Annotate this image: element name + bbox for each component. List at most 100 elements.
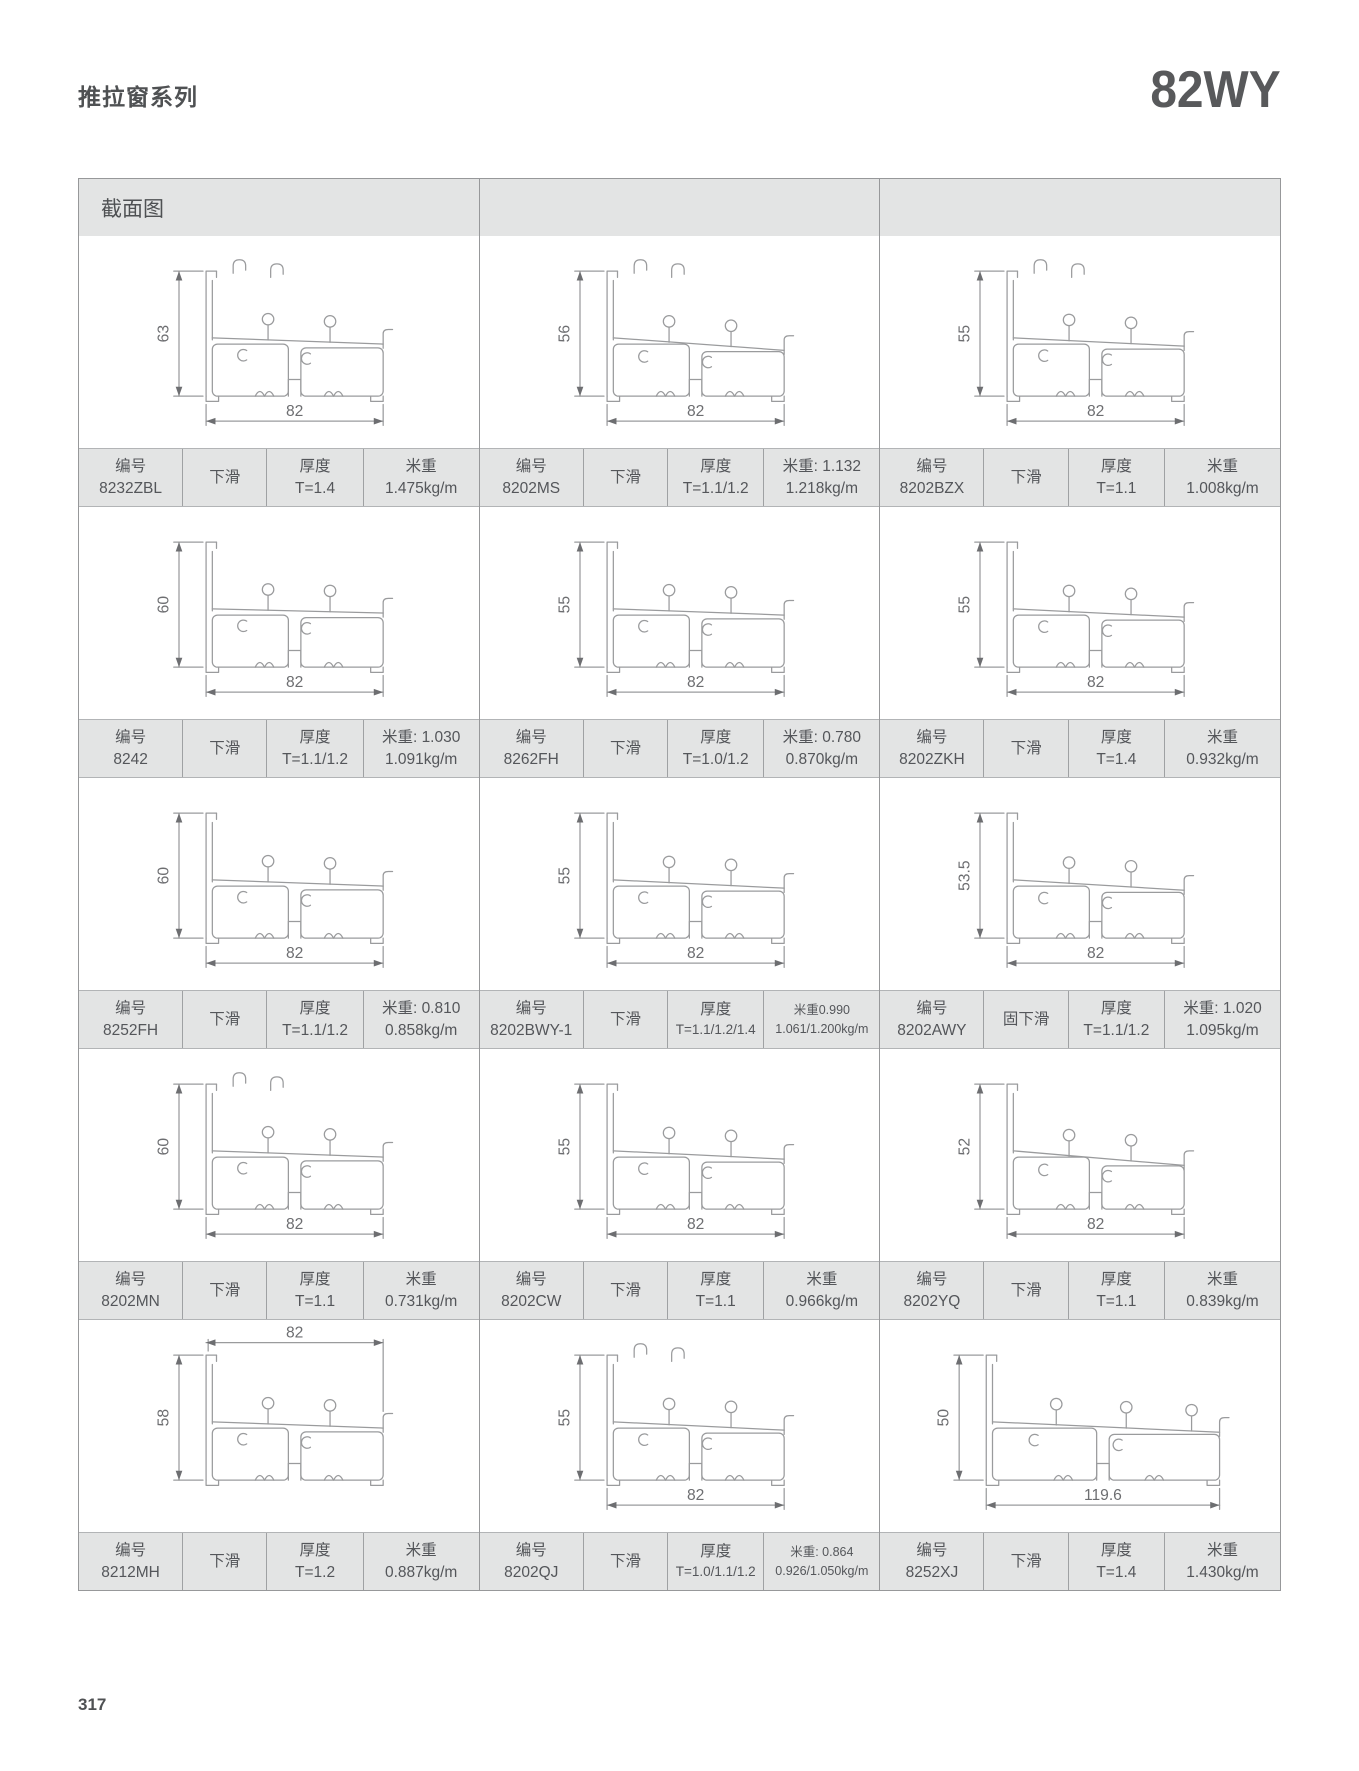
code-label: 编号 bbox=[515, 457, 547, 475]
profile-drawing: 50 119.6 bbox=[880, 1320, 1280, 1532]
cross-section-svg: 55 82 bbox=[957, 541, 1195, 697]
height-dim-label: 60 bbox=[155, 1138, 172, 1156]
height-dim-label: 58 bbox=[155, 1409, 172, 1426]
code-value: 8202BZX bbox=[899, 479, 965, 497]
thickness-label: 厚度 bbox=[700, 1001, 732, 1019]
type-value: 下滑 bbox=[609, 468, 641, 486]
spec-type-cell: 下滑 bbox=[182, 1533, 266, 1590]
spec-type-cell: 下滑 bbox=[582, 1262, 667, 1319]
weight-line2: 1.430kg/m bbox=[1186, 1563, 1259, 1581]
profile-cell: 63 82 编号 8232ZBL 下滑 厚度 T=1.4 米重 1.475kg/m bbox=[79, 236, 479, 507]
profile-cell: 58 82 编号 8212MH 下滑 厚度 T=1.2 米重 0.887kg/m bbox=[79, 1320, 479, 1590]
width-dim-label: 82 bbox=[1087, 403, 1104, 420]
weight-line1: 米重: 0.780 bbox=[782, 728, 862, 746]
thickness-label: 厚度 bbox=[1100, 1541, 1132, 1559]
code-label: 编号 bbox=[115, 1270, 147, 1288]
spec-code-cell: 编号 8202ZKH bbox=[880, 720, 983, 777]
code-value: 8232ZBL bbox=[99, 479, 163, 497]
cross-section-svg: 56 82 bbox=[556, 259, 794, 426]
spec-code-cell: 编号 8202BWY-1 bbox=[480, 991, 583, 1048]
code-label: 编号 bbox=[916, 1270, 948, 1288]
height-dim-label: 55 bbox=[556, 596, 573, 614]
weight-line1: 米重 bbox=[1206, 728, 1238, 746]
profile-drawing: 55 82 bbox=[480, 778, 880, 990]
weight-line2: 0.966kg/m bbox=[785, 1292, 859, 1310]
thickness-label: 厚度 bbox=[299, 999, 331, 1017]
type-value: 下滑 bbox=[609, 1010, 641, 1028]
spec-code-cell: 编号 8202BZX bbox=[880, 449, 983, 506]
weight-line2: 1.095kg/m bbox=[1186, 1021, 1259, 1039]
spec-type-cell: 固下滑 bbox=[983, 991, 1067, 1048]
profile-drawing: 58 82 bbox=[79, 1320, 479, 1532]
width-dim-label: 82 bbox=[686, 1487, 703, 1504]
spec-weight-cell: 米重: 0.864 0.926/1.050kg/m bbox=[763, 1533, 879, 1590]
spec-thickness-cell: 厚度 T=1.1/1.2/1.4 bbox=[667, 991, 763, 1048]
thickness-value: T=1.0/1.2 bbox=[682, 750, 749, 768]
page-header: 推拉窗系列 82WY bbox=[78, 64, 1281, 116]
profile-cell: 55 82 编号 8202ZKH 下滑 厚度 T=1.4 米重 0.932kg/m bbox=[879, 507, 1281, 778]
code-label: 编号 bbox=[515, 1541, 547, 1559]
thickness-value: T=1.1 bbox=[695, 1292, 736, 1310]
height-dim-label: 50 bbox=[936, 1409, 953, 1427]
spec-type-cell: 下滑 bbox=[182, 1262, 266, 1319]
profile-cell: 60 82 编号 8202MN 下滑 厚度 T=1.1 米重 0.731kg/m bbox=[79, 1049, 479, 1320]
width-dim-label: 119.6 bbox=[1084, 1487, 1122, 1504]
spec-strip: 编号 8202MN 下滑 厚度 T=1.1 米重 0.731kg/m bbox=[79, 1261, 479, 1320]
spec-thickness-cell: 厚度 T=1.1 bbox=[1067, 1262, 1164, 1319]
profile-drawing: 60 82 bbox=[79, 507, 479, 719]
profile-cell: 55 82 编号 8202BZX 下滑 厚度 T=1.1 米重 1.008kg/m bbox=[879, 236, 1281, 507]
height-dim-label: 60 bbox=[155, 596, 172, 614]
profile-cell: 50 119.6 编号 8252XJ 下滑 厚度 T=1.4 米重 1.430kg… bbox=[879, 1320, 1281, 1590]
thickness-value: T=1.0/1.1/1.2 bbox=[675, 1563, 756, 1579]
spec-weight-cell: 米重 1.008kg/m bbox=[1163, 449, 1280, 506]
spec-weight-cell: 米重: 1.030 1.091kg/m bbox=[362, 720, 479, 777]
thickness-label: 厚度 bbox=[1100, 999, 1132, 1017]
spec-strip: 编号 8252XJ 下滑 厚度 T=1.4 米重 1.430kg/m bbox=[880, 1532, 1281, 1590]
cross-section-svg: 60 82 bbox=[155, 1072, 393, 1239]
code-label: 编号 bbox=[916, 457, 948, 475]
spec-strip: 编号 8232ZBL 下滑 厚度 T=1.4 米重 1.475kg/m bbox=[79, 448, 479, 507]
thickness-label: 厚度 bbox=[299, 1541, 331, 1559]
thickness-value: T=1.4 bbox=[1096, 1563, 1137, 1581]
thickness-value: T=1.1/1.2 bbox=[682, 479, 749, 497]
cross-section-svg: 52 82 bbox=[957, 1083, 1195, 1239]
spec-thickness-cell: 厚度 T=1.0/1.1/1.2 bbox=[667, 1533, 763, 1590]
thickness-value: T=1.1 bbox=[1096, 479, 1137, 497]
spec-code-cell: 编号 8212MH bbox=[79, 1533, 182, 1590]
profile-row: 60 82 编号 8202MN 下滑 厚度 T=1.1 米重 0.731kg/m … bbox=[79, 1049, 1281, 1320]
type-value: 下滑 bbox=[1010, 1281, 1042, 1299]
weight-line2: 0.887kg/m bbox=[384, 1563, 458, 1581]
width-dim-label: 82 bbox=[286, 945, 303, 962]
spec-weight-cell: 米重 1.430kg/m bbox=[1163, 1533, 1280, 1590]
width-dim-label: 82 bbox=[686, 945, 703, 962]
spec-code-cell: 编号 8252FH bbox=[79, 991, 182, 1048]
spec-thickness-cell: 厚度 T=1.0/1.2 bbox=[667, 720, 763, 777]
width-dim-label: 82 bbox=[686, 1216, 703, 1233]
model-code: 82WY bbox=[1150, 61, 1281, 119]
spec-strip: 编号 8202QJ 下滑 厚度 T=1.0/1.1/1.2 米重: 0.864 … bbox=[479, 1532, 880, 1590]
profile-drawing: 55 82 bbox=[880, 507, 1280, 719]
thickness-label: 厚度 bbox=[299, 1270, 331, 1288]
profile-cell: 55 82 编号 8202BWY-1 下滑 厚度 T=1.1/1.2/1.4 米重… bbox=[478, 778, 880, 1049]
spec-strip: 编号 8202CW 下滑 厚度 T=1.1 米重 0.966kg/m bbox=[479, 1261, 880, 1320]
page-number: 317 bbox=[78, 1695, 107, 1714]
spec-weight-cell: 米重: 1.020 1.095kg/m bbox=[1163, 991, 1280, 1048]
profile-drawing: 60 82 bbox=[79, 778, 479, 990]
height-dim-label: 63 bbox=[155, 325, 172, 342]
band-segment-2 bbox=[478, 179, 880, 236]
weight-line2: 0.839kg/m bbox=[1186, 1292, 1259, 1310]
spec-code-cell: 编号 8202YQ bbox=[880, 1262, 983, 1319]
spec-weight-cell: 米重 0.966kg/m bbox=[763, 1262, 879, 1319]
code-value: 8202BWY-1 bbox=[490, 1021, 573, 1039]
profile-drawing: 60 82 bbox=[79, 1049, 479, 1261]
weight-line2: 1.008kg/m bbox=[1186, 479, 1259, 497]
spec-type-cell: 下滑 bbox=[182, 720, 266, 777]
thickness-value: T=1.4 bbox=[295, 479, 336, 497]
profile-drawing: 55 82 bbox=[880, 236, 1280, 448]
profile-cell: 55 82 编号 8202CW 下滑 厚度 T=1.1 米重 0.966kg/m bbox=[478, 1049, 880, 1320]
width-dim-label: 82 bbox=[686, 403, 703, 420]
weight-line2: 1.475kg/m bbox=[384, 479, 458, 497]
weight-line1: 米重: 1.132 bbox=[782, 457, 862, 475]
height-dim-label: 55 bbox=[556, 1138, 573, 1156]
profile-row: 63 82 编号 8232ZBL 下滑 厚度 T=1.4 米重 1.475kg/m… bbox=[79, 236, 1281, 507]
